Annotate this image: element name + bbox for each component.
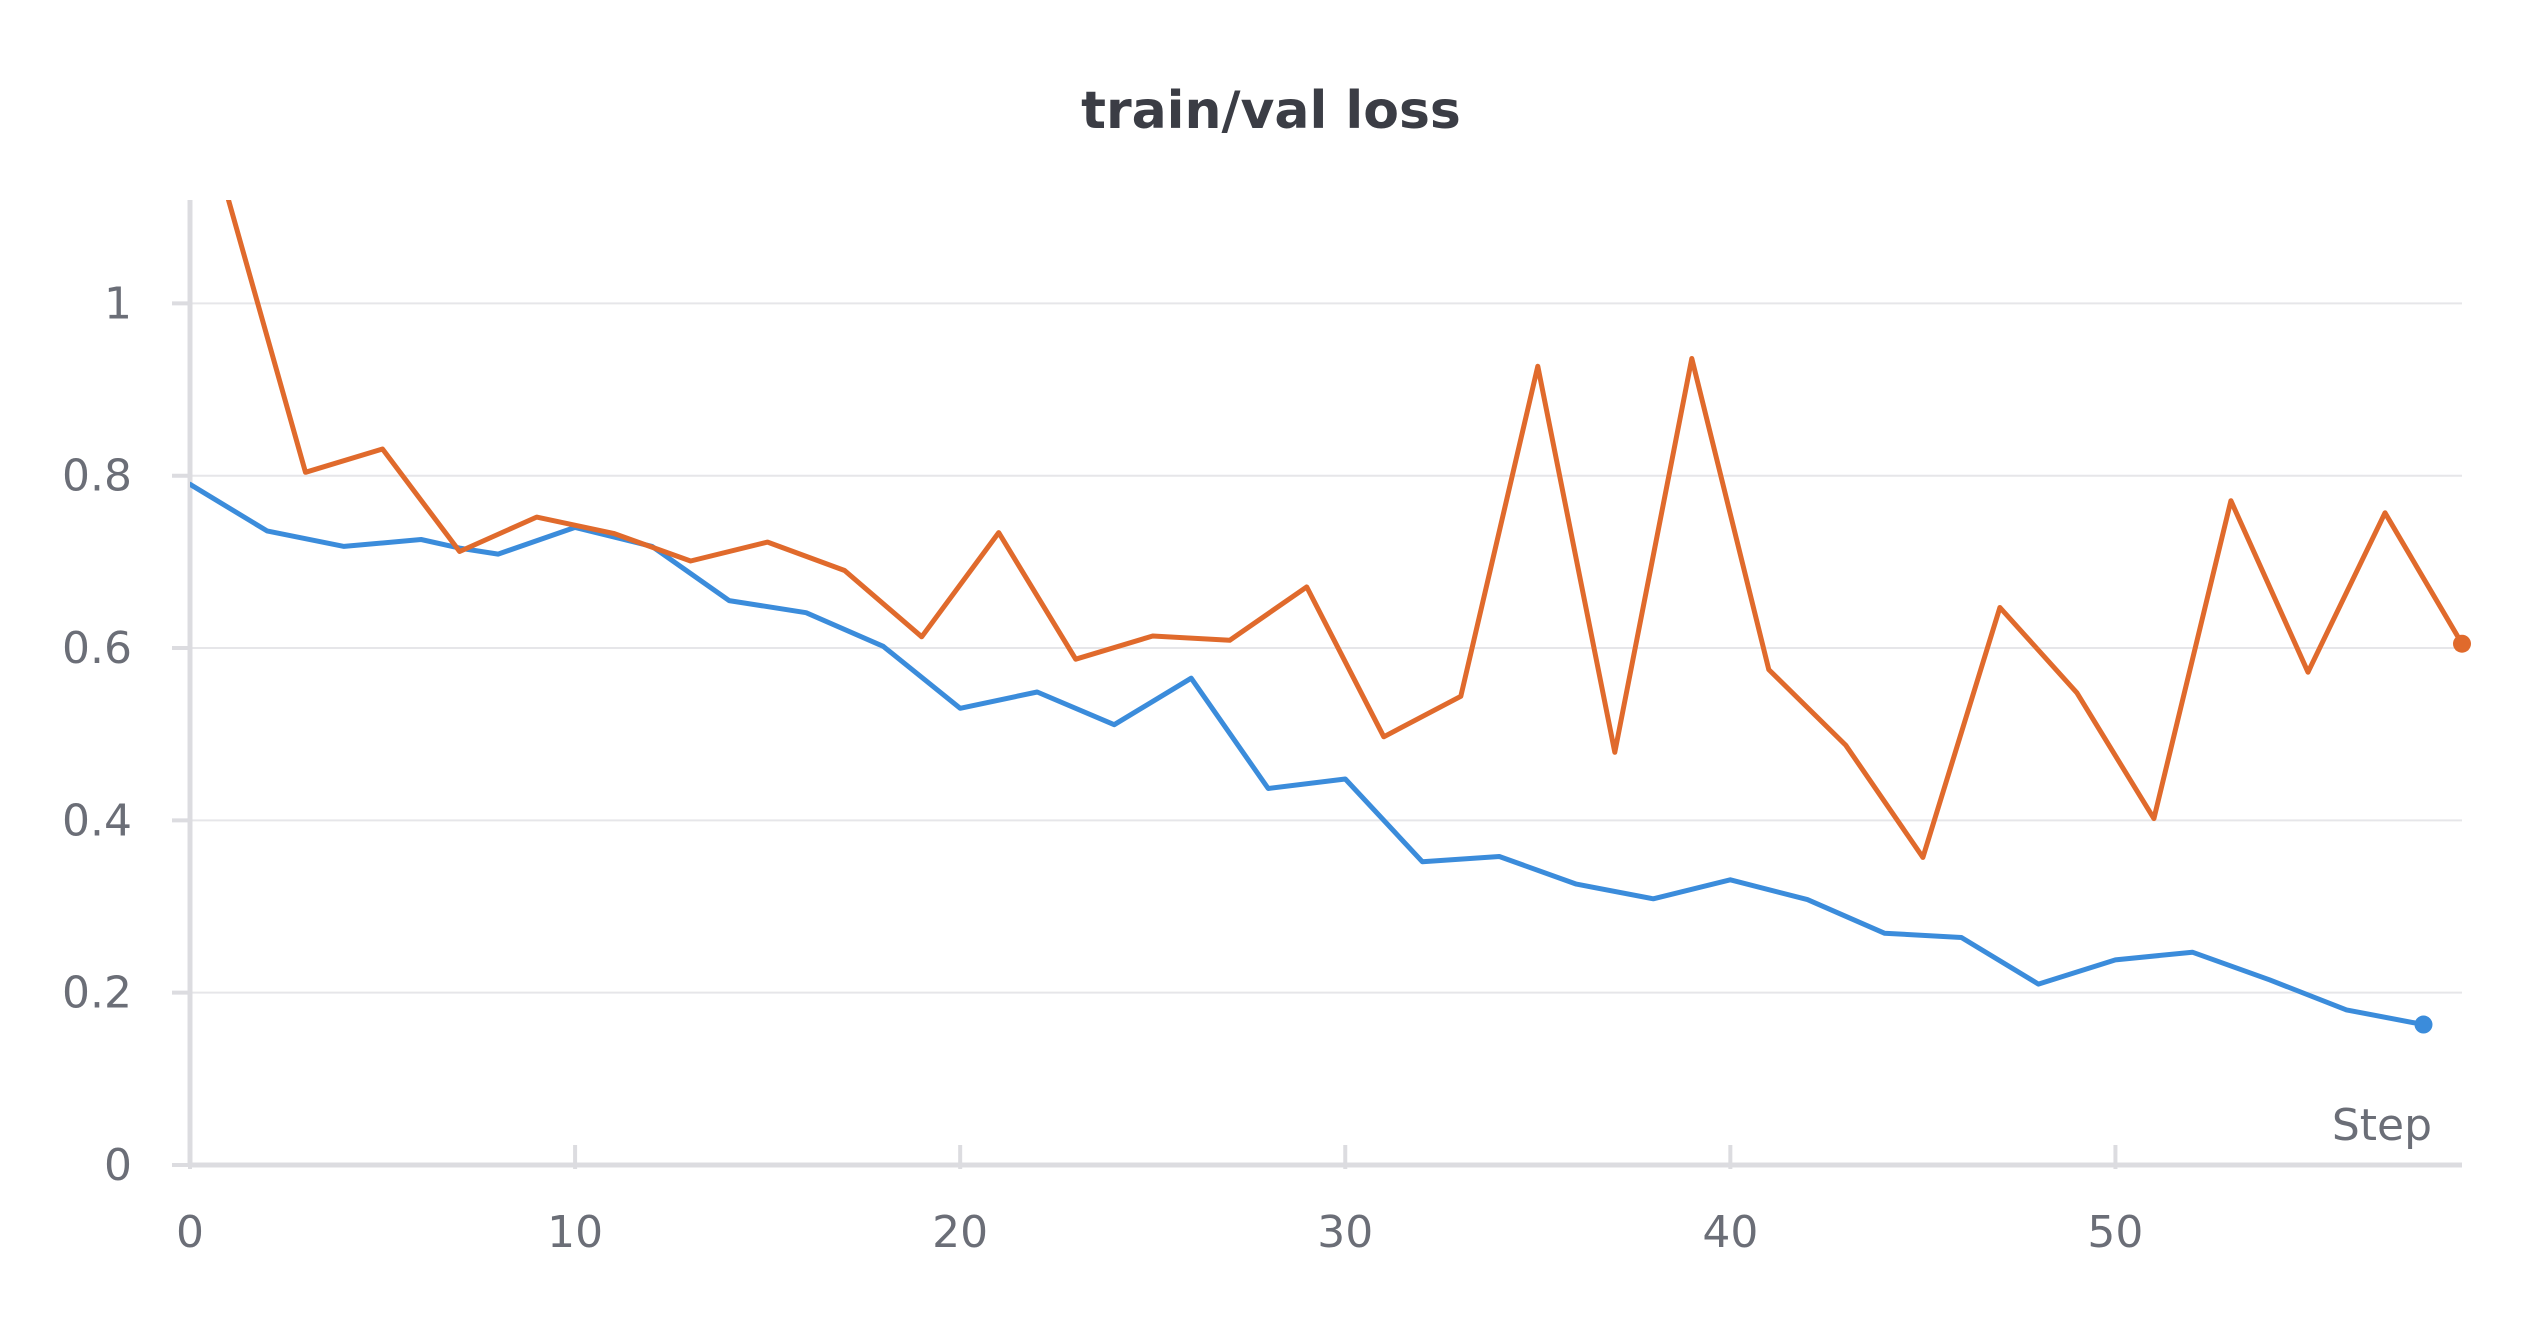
series-end-marker-2 [2453, 634, 2471, 653]
series-line-1 [190, 481, 2426, 1028]
y-tick-label: 0.6 [62, 623, 132, 674]
y-tick-label: 1 [104, 278, 132, 329]
axes [172, 200, 2462, 1169]
x-tick-label: 50 [2087, 1207, 2143, 1258]
series-end-marker-1 [2414, 1015, 2433, 1034]
x-tick-label: 0 [176, 1207, 204, 1258]
grid-lines [176, 302, 2462, 994]
series-line-2 [226, 200, 2465, 860]
x-tick-labels: 0 10 20 30 40 50 [176, 1207, 2143, 1258]
x-tick-label: 30 [1317, 1207, 1373, 1258]
x-tick-label: 40 [1702, 1207, 1758, 1258]
y-tick-label: 0.4 [62, 795, 132, 846]
y-tick-label: 0.8 [62, 451, 132, 502]
x-axis-title: Step [2332, 1100, 2432, 1151]
x-tick-label: 20 [932, 1207, 988, 1258]
y-tick-label: 0.2 [62, 968, 132, 1019]
chart-title: train/val loss [1081, 81, 1461, 141]
y-tick-label: 0 [104, 1140, 132, 1191]
y-tick-labels: 0 0.2 0.4 0.6 0.8 1 [62, 278, 132, 1191]
x-tick-label: 10 [547, 1207, 603, 1258]
series-lines [190, 200, 2471, 1034]
